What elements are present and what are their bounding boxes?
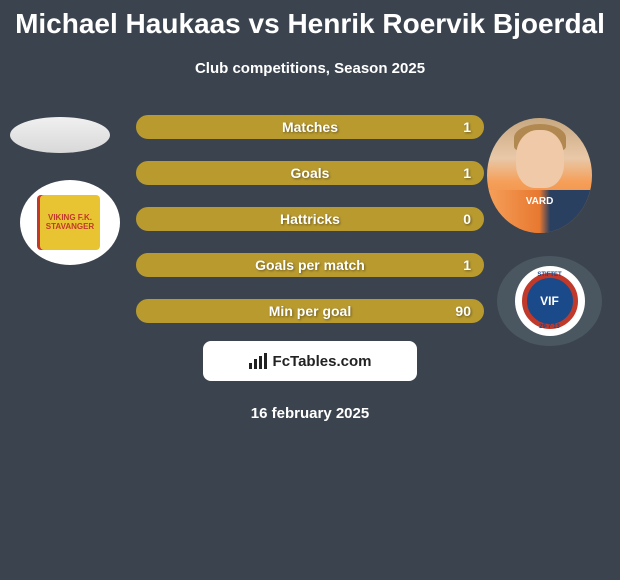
brand-text: FcTables.com [273, 353, 372, 370]
stat-value: 1 [463, 165, 471, 181]
subtitle: Club competitions, Season 2025 [0, 60, 620, 77]
stat-label: Goals per match [255, 257, 365, 273]
stat-label: Matches [282, 119, 338, 135]
viking-logo-line2: STAVANGER [46, 223, 94, 232]
stat-bar-min-per-goal: Min per goal 90 [136, 299, 484, 323]
player-left-avatar [10, 117, 110, 153]
player-right-avatar: VARD [487, 118, 592, 233]
vif-logo-top-text: STIFTET [537, 272, 561, 278]
page-title: Michael Haukaas vs Henrik Roervik Bjoerd… [0, 0, 620, 40]
brand-badge: FcTables.com [203, 341, 417, 381]
stat-label: Hattricks [280, 211, 340, 227]
stat-value: 1 [463, 257, 471, 273]
player-head-shape [516, 130, 564, 188]
stat-value: 0 [463, 211, 471, 227]
stat-value: 90 [455, 303, 471, 319]
stat-bar-goals: Goals 1 [136, 161, 484, 185]
chart-icon [249, 353, 267, 369]
player-jersey: VARD [487, 190, 592, 233]
team-left-logo: VIKING F.K. STAVANGER [20, 180, 120, 265]
stat-bar-matches: Matches 1 [136, 115, 484, 139]
stat-bar-goals-per-match: Goals per match 1 [136, 253, 484, 277]
viking-logo-icon: VIKING F.K. STAVANGER [40, 195, 100, 250]
vif-logo-bottom-text: 29·7·13 [539, 324, 560, 330]
stat-label: Goals [291, 165, 330, 181]
footer-date: 16 february 2025 [0, 405, 620, 422]
vif-logo-icon: STIFTET VIF 29·7·13 [515, 266, 585, 336]
vif-logo-center: VIF [522, 273, 578, 329]
stat-value: 1 [463, 119, 471, 135]
team-right-logo: STIFTET VIF 29·7·13 [497, 256, 602, 346]
stat-bar-hattricks: Hattricks 0 [136, 207, 484, 231]
stat-label: Min per goal [269, 303, 351, 319]
